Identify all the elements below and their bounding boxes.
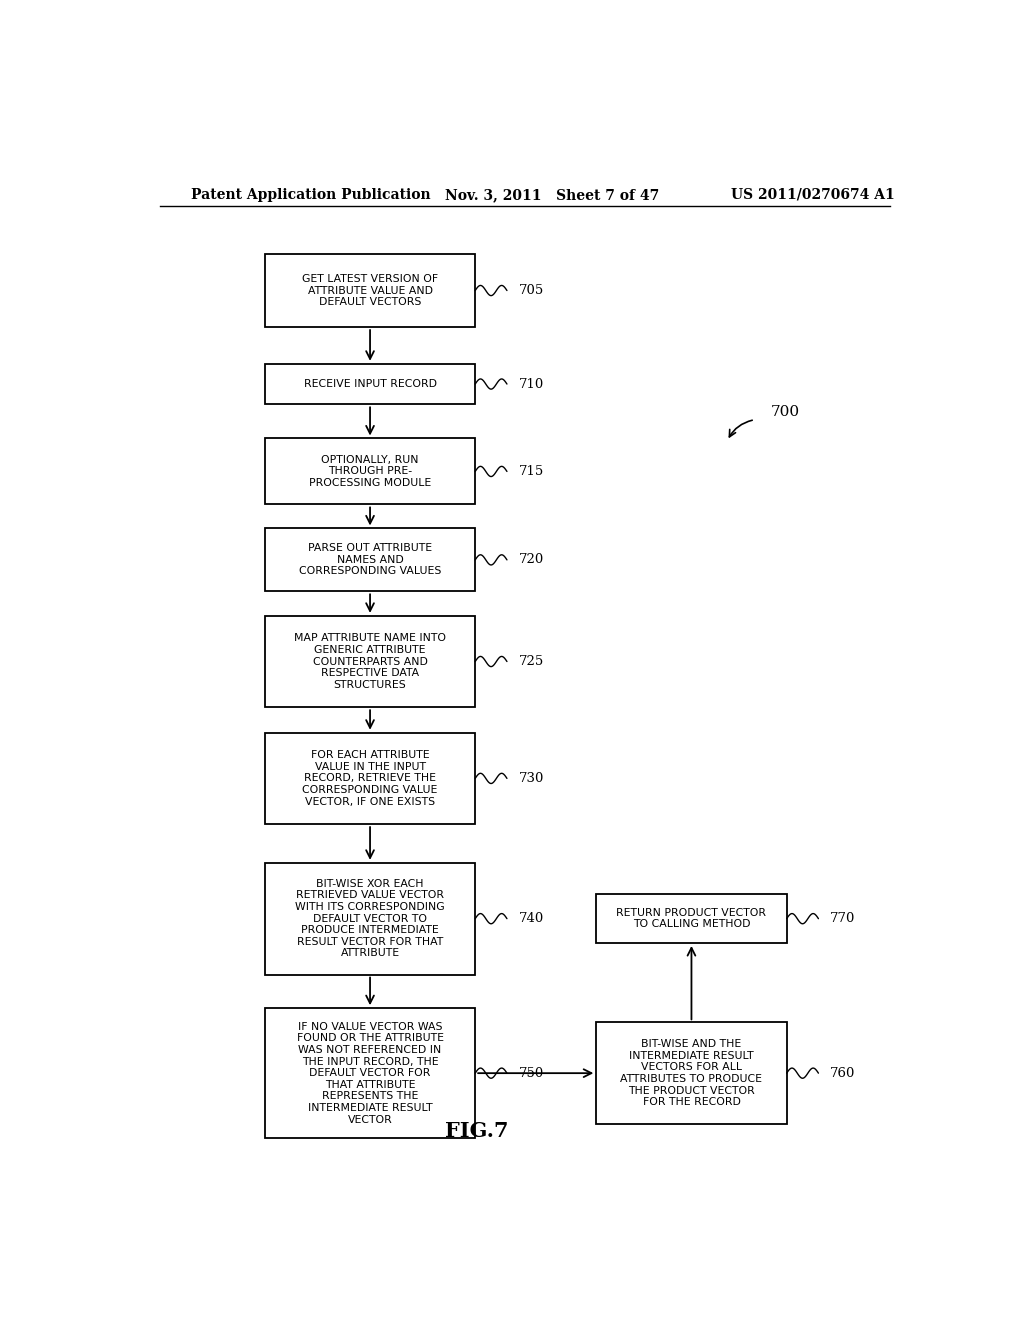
Text: PARSE OUT ATTRIBUTE
NAMES AND
CORRESPONDING VALUES: PARSE OUT ATTRIBUTE NAMES AND CORRESPOND…: [299, 544, 441, 577]
Text: 730: 730: [519, 772, 544, 785]
Bar: [265, 615, 475, 708]
Text: Nov. 3, 2011   Sheet 7 of 47: Nov. 3, 2011 Sheet 7 of 47: [445, 187, 659, 202]
Bar: [265, 863, 475, 974]
Bar: [265, 253, 475, 327]
Bar: [265, 733, 475, 824]
Text: Patent Application Publication: Patent Application Publication: [191, 187, 431, 202]
Text: 710: 710: [519, 378, 544, 391]
Text: 725: 725: [519, 655, 544, 668]
Text: 770: 770: [830, 912, 856, 925]
Text: GET LATEST VERSION OF
ATTRIBUTE VALUE AND
DEFAULT VECTORS: GET LATEST VERSION OF ATTRIBUTE VALUE AN…: [302, 275, 438, 308]
Bar: [265, 364, 475, 404]
Text: RETURN PRODUCT VECTOR
TO CALLING METHOD: RETURN PRODUCT VECTOR TO CALLING METHOD: [616, 908, 766, 929]
Bar: [265, 1008, 475, 1138]
Text: 715: 715: [519, 465, 544, 478]
Text: US 2011/0270674 A1: US 2011/0270674 A1: [731, 187, 895, 202]
Text: BIT-WISE XOR EACH
RETRIEVED VALUE VECTOR
WITH ITS CORRESPONDING
DEFAULT VECTOR T: BIT-WISE XOR EACH RETRIEVED VALUE VECTOR…: [295, 879, 444, 958]
Text: IF NO VALUE VECTOR WAS
FOUND OR THE ATTRIBUTE
WAS NOT REFERENCED IN
THE INPUT RE: IF NO VALUE VECTOR WAS FOUND OR THE ATTR…: [297, 1022, 443, 1125]
Text: 750: 750: [519, 1067, 544, 1080]
Text: FIG.7: FIG.7: [445, 1121, 509, 1140]
Bar: [596, 1022, 786, 1125]
Bar: [596, 894, 786, 942]
Text: RECEIVE INPUT RECORD: RECEIVE INPUT RECORD: [303, 379, 436, 389]
Text: 720: 720: [519, 553, 544, 566]
Text: OPTIONALLY, RUN
THROUGH PRE-
PROCESSING MODULE: OPTIONALLY, RUN THROUGH PRE- PROCESSING …: [309, 455, 431, 488]
Text: MAP ATTRIBUTE NAME INTO
GENERIC ATTRIBUTE
COUNTERPARTS AND
RESPECTIVE DATA
STRUC: MAP ATTRIBUTE NAME INTO GENERIC ATTRIBUT…: [294, 634, 446, 690]
Text: 700: 700: [771, 405, 800, 420]
Bar: [265, 438, 475, 504]
Text: BIT-WISE AND THE
INTERMEDIATE RESULT
VECTORS FOR ALL
ATTRIBUTES TO PRODUCE
THE P: BIT-WISE AND THE INTERMEDIATE RESULT VEC…: [621, 1039, 763, 1107]
Bar: [265, 528, 475, 591]
Text: 740: 740: [519, 912, 544, 925]
Text: 705: 705: [519, 284, 544, 297]
Text: 760: 760: [830, 1067, 856, 1080]
Text: FOR EACH ATTRIBUTE
VALUE IN THE INPUT
RECORD, RETRIEVE THE
CORRESPONDING VALUE
V: FOR EACH ATTRIBUTE VALUE IN THE INPUT RE…: [302, 750, 437, 807]
